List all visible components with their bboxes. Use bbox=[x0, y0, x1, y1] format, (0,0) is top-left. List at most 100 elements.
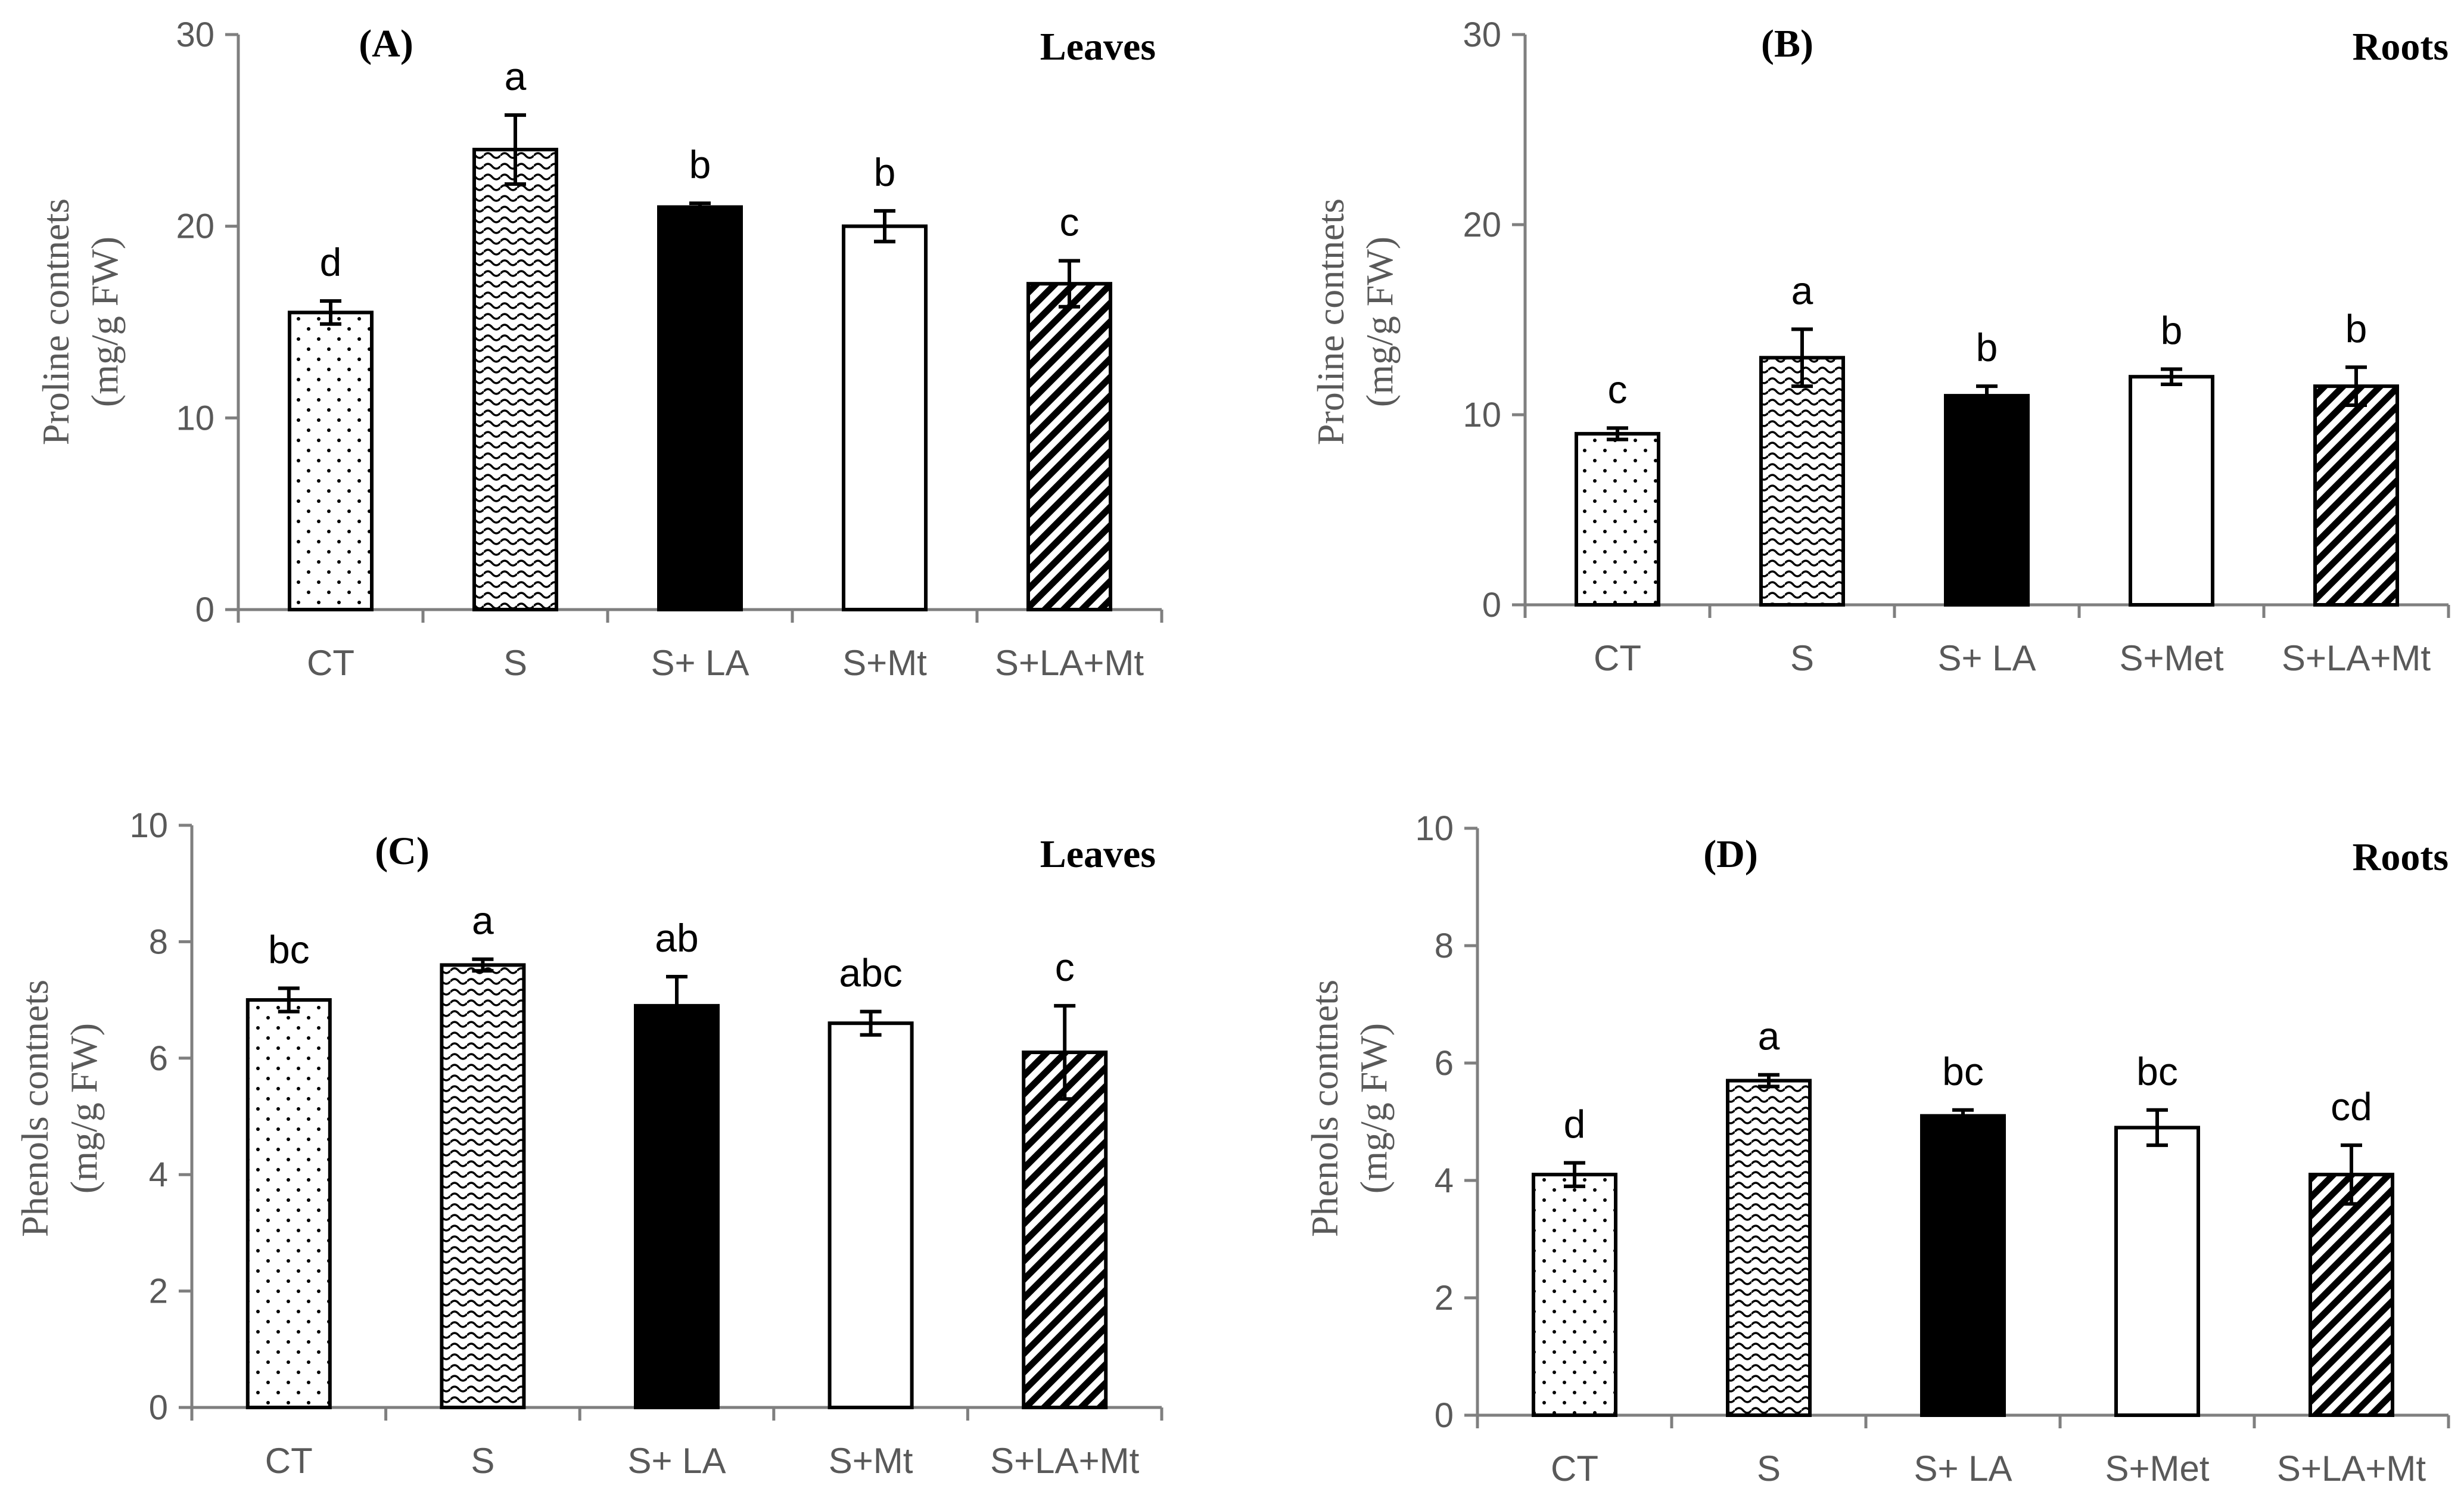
panel-label: (D) bbox=[1703, 832, 1758, 876]
chart-panel-2: 0 10 20 30 c CT a Sb S+ LA b S+Met b S+LA+Mt (B) Roots… bbox=[1309, 15, 2450, 678]
x-tick-label: CT bbox=[1594, 638, 1641, 678]
significance-letter: bc bbox=[1942, 1049, 1984, 1093]
bar bbox=[1532, 1173, 1617, 1418]
x-tick-label: S+LA+Mt bbox=[995, 643, 1144, 683]
y-tick-label: 0 bbox=[195, 591, 214, 629]
significance-letter: a bbox=[1791, 268, 1813, 312]
x-tick-label: S+LA+Mt bbox=[990, 1441, 1139, 1481]
y-tick-label: 8 bbox=[149, 922, 168, 961]
y-tick-label: 10 bbox=[129, 806, 168, 845]
bar bbox=[827, 1021, 914, 1410]
x-tick-label: CT bbox=[265, 1441, 313, 1481]
y-tick-label: 6 bbox=[149, 1039, 168, 1078]
bar bbox=[2114, 1126, 2200, 1417]
x-tick-label: S bbox=[1757, 1449, 1781, 1489]
panel-label: (C) bbox=[375, 829, 430, 873]
y-axis-label: Phenols contnets (mg/g FW) bbox=[14, 980, 105, 1237]
y-axis-label-line2: (mg/g FW) bbox=[83, 237, 126, 407]
y-tick-label: 10 bbox=[1415, 809, 1454, 848]
significance-letter: d bbox=[1564, 1102, 1586, 1146]
y-tick-label: 0 bbox=[149, 1388, 168, 1427]
y-axis-label-line1: Phenols contnets bbox=[1303, 980, 1346, 1237]
y-tick-label: 30 bbox=[176, 15, 214, 54]
y-tick-label: 2 bbox=[149, 1272, 168, 1311]
x-tick-label: S+ LA bbox=[1914, 1449, 2012, 1489]
x-tick-label: S bbox=[471, 1441, 494, 1481]
y-tick-label: 0 bbox=[1482, 586, 1501, 624]
x-tick-label: S+Met bbox=[2105, 1449, 2209, 1489]
bar bbox=[1575, 431, 1660, 607]
bar bbox=[245, 998, 332, 1409]
panel-title: Leaves bbox=[1040, 25, 1156, 69]
y-tick-label: 2 bbox=[1435, 1279, 1454, 1317]
bar bbox=[472, 148, 558, 611]
bar bbox=[2309, 1173, 2394, 1418]
y-axis-label-line2: (mg/g FW) bbox=[1358, 237, 1401, 407]
significance-letter: b bbox=[874, 150, 896, 194]
bar bbox=[2313, 384, 2399, 607]
y-axis-label-line2: (mg/g FW) bbox=[1352, 1023, 1395, 1194]
y-tick-label: 10 bbox=[1463, 396, 1501, 434]
chart-panel-3: 0 2 4 6 8 10 bc CT a Sab S+ LA abc S+Mt c S+LA+Mt (C) Le… bbox=[14, 806, 1163, 1481]
x-tick-label: S bbox=[1790, 638, 1814, 678]
bar bbox=[634, 1003, 720, 1409]
x-tick-label: S+ LA bbox=[1937, 638, 2036, 678]
significance-letter: a bbox=[472, 899, 494, 943]
bar bbox=[1026, 282, 1112, 611]
significance-letter: bc bbox=[2136, 1049, 2178, 1093]
bar bbox=[2129, 375, 2214, 607]
panel-label: (A) bbox=[359, 22, 413, 66]
bar bbox=[842, 224, 928, 611]
y-tick-label: 0 bbox=[1435, 1396, 1454, 1435]
x-tick-label: CT bbox=[307, 643, 354, 683]
x-tick-label: S+LA+Mt bbox=[2282, 638, 2431, 678]
panel-title: Leaves bbox=[1040, 832, 1156, 876]
significance-letter: b bbox=[689, 142, 711, 187]
significance-letter: ab bbox=[655, 916, 698, 960]
significance-letter: a bbox=[505, 54, 527, 98]
y-tick-label: 4 bbox=[1435, 1161, 1454, 1200]
x-tick-label: S+ LA bbox=[627, 1441, 726, 1481]
significance-letter: bc bbox=[268, 928, 310, 972]
significance-letter: a bbox=[1758, 1014, 1780, 1058]
x-tick-label: S bbox=[503, 643, 527, 683]
x-tick-label: S+ LA bbox=[651, 643, 749, 683]
bar bbox=[657, 205, 743, 611]
y-axis-label-line2: (mg/g FW) bbox=[63, 1023, 105, 1194]
x-tick-label: S+Met bbox=[2119, 638, 2223, 678]
y-axis-label: Proline contnets (mg/g FW) bbox=[35, 198, 126, 445]
bar bbox=[1022, 1051, 1108, 1409]
panel-title: Roots bbox=[2353, 835, 2449, 879]
significance-letter: cd bbox=[2331, 1085, 2372, 1129]
bar bbox=[1726, 1079, 1812, 1418]
x-tick-label: S+Mt bbox=[842, 643, 927, 683]
y-tick-label: 4 bbox=[149, 1155, 168, 1194]
y-tick-label: 10 bbox=[176, 399, 214, 437]
y-axis-label-line1: Phenols contnets bbox=[14, 980, 56, 1237]
x-tick-label: S+Mt bbox=[829, 1441, 913, 1481]
chart-panel-1: 0 10 20 30 d CT a Sb S+ LA b S+Mt c S+LA+Mt (A) Leaves… bbox=[35, 15, 1163, 683]
y-tick-label: 20 bbox=[176, 207, 214, 246]
bar bbox=[1944, 394, 2030, 607]
significance-letter: b bbox=[2161, 308, 2183, 352]
y-axis-label-line1: Proline contnets bbox=[35, 198, 77, 445]
chart-panel-4: 0 2 4 6 8 10 d CT a Sbc S+ LA bc S+Met cd S+LA+Mt (D) Ro… bbox=[1303, 809, 2450, 1489]
bar bbox=[1759, 356, 1845, 607]
y-tick-label: 8 bbox=[1435, 927, 1454, 965]
significance-letter: c bbox=[1055, 945, 1075, 989]
significance-letter: d bbox=[320, 240, 342, 284]
bar bbox=[288, 310, 374, 612]
y-tick-label: 6 bbox=[1435, 1044, 1454, 1083]
x-tick-label: S+LA+Mt bbox=[2277, 1449, 2426, 1489]
significance-letter: c bbox=[1060, 200, 1079, 244]
significance-letter: c bbox=[1608, 367, 1628, 411]
bar bbox=[440, 963, 526, 1409]
y-axis-label-line1: Proline contnets bbox=[1309, 198, 1352, 445]
significance-letter: abc bbox=[839, 951, 902, 995]
y-axis-label: Phenols contnets (mg/g FW) bbox=[1303, 980, 1395, 1237]
significance-letter: b bbox=[2345, 306, 2367, 350]
panel-label: (B) bbox=[1761, 22, 1813, 66]
panel-title: Roots bbox=[2353, 25, 2449, 69]
